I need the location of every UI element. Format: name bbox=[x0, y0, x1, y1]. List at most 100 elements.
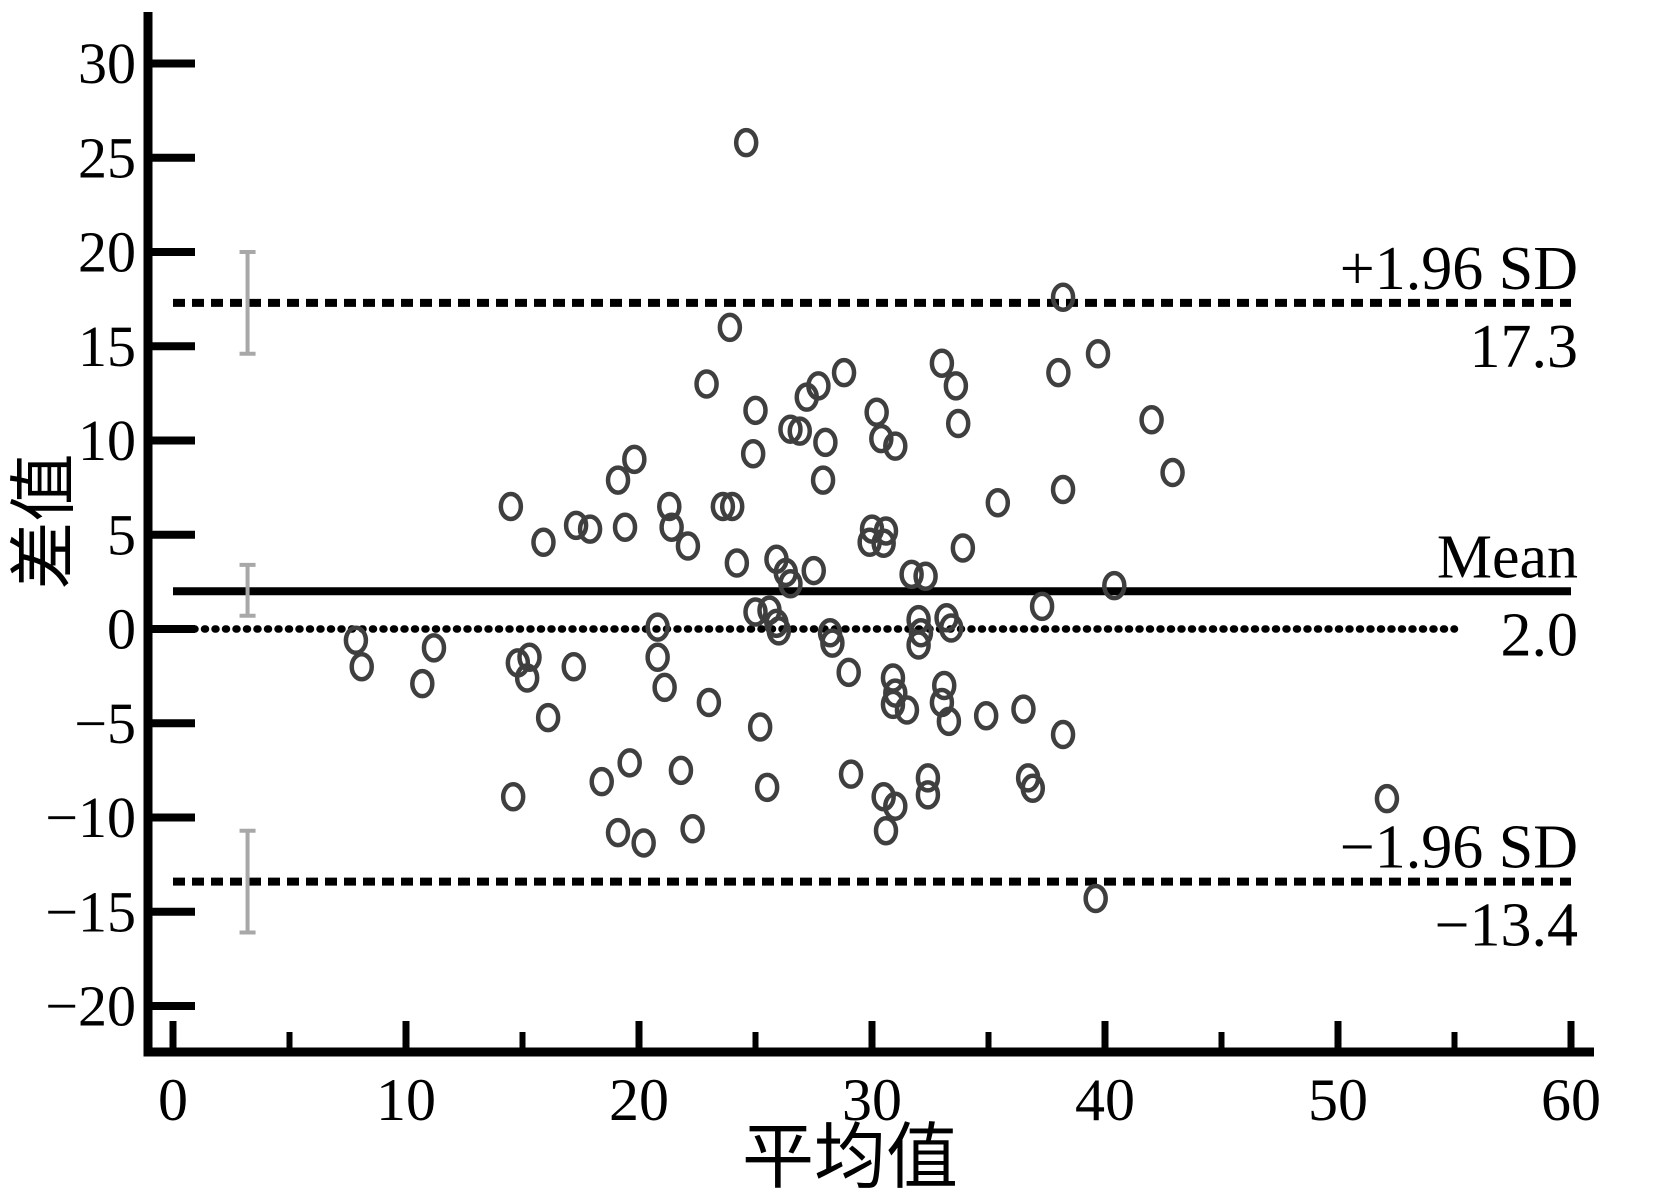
data-point bbox=[517, 642, 542, 673]
x-axis-title: 平均值 bbox=[741, 1118, 958, 1193]
data-point bbox=[719, 491, 745, 522]
data-point bbox=[778, 414, 803, 444]
data-point bbox=[733, 127, 759, 158]
data-point bbox=[936, 706, 962, 737]
data-point bbox=[724, 548, 750, 578]
x-tick-label-50: 50 bbox=[1308, 1067, 1368, 1133]
data-point bbox=[1029, 591, 1055, 622]
data-point bbox=[908, 618, 934, 648]
data-point bbox=[1083, 883, 1108, 914]
x-tick-label-60: 60 bbox=[1541, 1067, 1601, 1133]
data-point bbox=[675, 531, 701, 561]
data-point bbox=[931, 670, 957, 701]
data-point bbox=[894, 695, 920, 725]
y-tick-label-0: 0 bbox=[107, 597, 136, 662]
data-point bbox=[1011, 694, 1036, 724]
data-point bbox=[710, 491, 736, 522]
data-point bbox=[694, 369, 719, 399]
data-point bbox=[883, 791, 908, 821]
data-point bbox=[1139, 405, 1164, 435]
data-point bbox=[514, 663, 540, 693]
y-tick-label-10: 10 bbox=[78, 408, 136, 473]
data-point bbox=[929, 348, 955, 378]
data-point bbox=[605, 817, 631, 848]
data-point bbox=[696, 687, 722, 718]
data-point bbox=[1050, 719, 1076, 750]
data-point bbox=[906, 630, 931, 660]
data-point bbox=[806, 371, 831, 401]
data-point bbox=[645, 642, 670, 673]
data-point bbox=[743, 597, 768, 627]
y-tick-label-20: 20 bbox=[78, 220, 136, 285]
data-point bbox=[680, 814, 705, 844]
mean-value-label: 2.0 bbox=[1501, 601, 1579, 669]
data-point bbox=[915, 780, 941, 810]
data-point bbox=[343, 625, 369, 656]
y-axis-title: 差值 bbox=[6, 453, 83, 590]
data-point bbox=[836, 657, 861, 688]
y-tick-label-30: 30 bbox=[78, 31, 136, 96]
data-point bbox=[657, 491, 682, 522]
y-tick-label--20: −20 bbox=[45, 974, 136, 1039]
y-tick-label-25: 25 bbox=[78, 125, 136, 190]
data-point bbox=[577, 514, 603, 544]
data-point bbox=[864, 397, 889, 427]
data-point bbox=[938, 613, 964, 643]
data-point bbox=[717, 312, 743, 343]
data-point bbox=[1085, 339, 1111, 369]
lower-loa-label: −1.96 SD bbox=[1340, 814, 1578, 882]
data-point bbox=[631, 828, 656, 858]
data-point bbox=[943, 371, 969, 401]
data-point bbox=[1046, 357, 1071, 388]
data-point bbox=[1160, 457, 1185, 488]
data-point bbox=[740, 438, 766, 469]
data-point bbox=[605, 465, 631, 495]
x-tick-label-10: 10 bbox=[376, 1067, 436, 1133]
data-point bbox=[838, 759, 864, 789]
data-point bbox=[612, 512, 638, 542]
y-tick-label-5: 5 bbox=[107, 502, 136, 567]
data-point bbox=[873, 815, 899, 846]
data-point bbox=[652, 672, 677, 703]
y-tick-label--15: −15 bbox=[45, 879, 136, 944]
data-point bbox=[915, 763, 941, 793]
data-point bbox=[349, 651, 374, 682]
y-tick-label--10: −10 bbox=[45, 785, 136, 850]
data-point bbox=[1020, 773, 1046, 804]
y-tick-label--5: −5 bbox=[74, 691, 136, 756]
data-point bbox=[743, 395, 768, 426]
data-point bbox=[813, 427, 838, 458]
data-point bbox=[859, 514, 885, 544]
data-point bbox=[645, 612, 670, 642]
data-point bbox=[810, 465, 836, 495]
data-point bbox=[831, 357, 857, 388]
data-point bbox=[766, 616, 792, 646]
data-point bbox=[563, 510, 589, 541]
y-tick-label-15: 15 bbox=[78, 314, 136, 379]
x-tick-label-40: 40 bbox=[1075, 1067, 1135, 1133]
data-point bbox=[498, 491, 524, 522]
data-point bbox=[950, 533, 976, 563]
data-point bbox=[1050, 282, 1076, 312]
lower-loa-value-label: −13.4 bbox=[1435, 892, 1578, 960]
data-point bbox=[913, 561, 938, 591]
data-point bbox=[622, 444, 647, 475]
data-point bbox=[778, 569, 803, 599]
data-point bbox=[1374, 783, 1400, 814]
data-point bbox=[945, 408, 971, 439]
data-point bbox=[754, 772, 780, 803]
data-point bbox=[410, 668, 435, 699]
data-point bbox=[869, 423, 894, 454]
data-point bbox=[589, 766, 614, 797]
data-point bbox=[421, 633, 447, 663]
data-point bbox=[899, 559, 924, 590]
x-tick-label-20: 20 bbox=[609, 1067, 669, 1133]
data-point bbox=[820, 628, 845, 658]
data-point bbox=[801, 555, 826, 586]
data-point bbox=[617, 748, 642, 778]
data-point bbox=[873, 516, 899, 546]
x-tick-label-30: 30 bbox=[842, 1067, 902, 1133]
upper-loa-value-label: 17.3 bbox=[1470, 313, 1579, 381]
